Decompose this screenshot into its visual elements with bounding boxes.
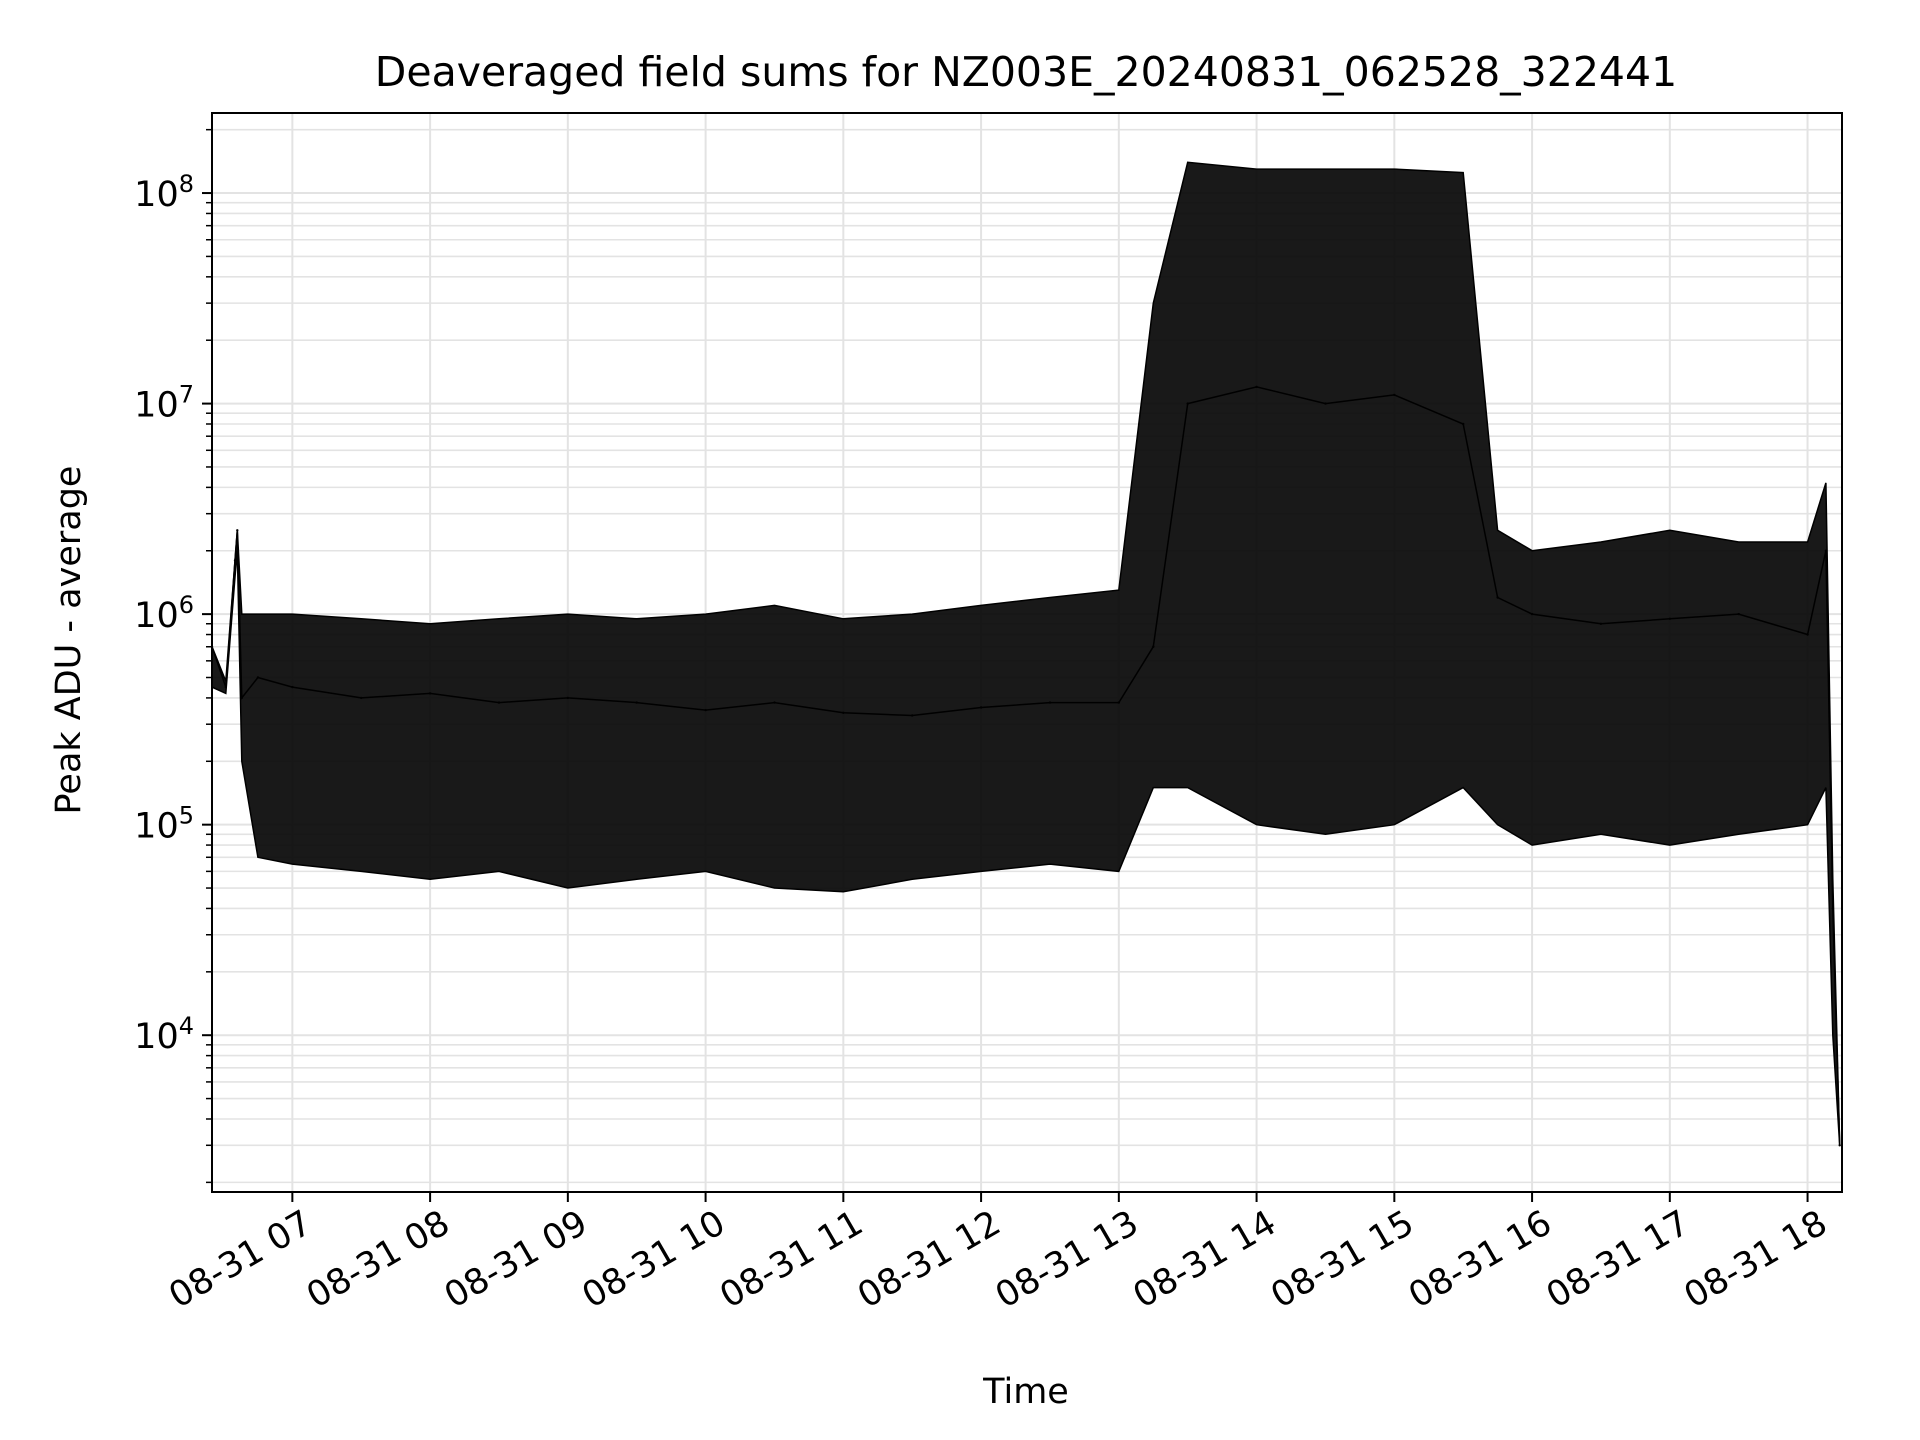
series-point: [1838, 1144, 1841, 1147]
series-point: [1530, 612, 1534, 616]
y-tick-label: 105: [134, 802, 194, 847]
series-envelope: [211, 161, 1841, 1146]
series-point: [224, 685, 227, 689]
x-tick-label: 08-31 14: [1127, 1203, 1283, 1316]
series-line: [211, 386, 1841, 1146]
series-point: [497, 701, 501, 704]
series-point: [233, 559, 237, 562]
series-point: [1737, 612, 1740, 616]
series-point: [1117, 701, 1121, 704]
x-tick-label: 08-31 11: [714, 1203, 870, 1316]
series-point: [635, 701, 638, 704]
y-tick-base: 10: [134, 1017, 179, 1057]
x-tick-label: 08-31 13: [989, 1203, 1145, 1316]
data-series-band: [211, 161, 1841, 1146]
series-point: [1393, 393, 1396, 397]
y-tick-exponent: 6: [179, 591, 194, 619]
series-point: [256, 676, 260, 679]
x-axis-label: Time: [982, 1372, 1069, 1412]
series-point: [1831, 907, 1835, 910]
series-point: [1806, 633, 1809, 636]
series-point: [1186, 402, 1189, 405]
series-point: [428, 692, 432, 695]
x-tick-label: 08-31 15: [1265, 1203, 1421, 1316]
series-point: [1599, 622, 1603, 625]
y-tick-exponent: 7: [179, 381, 194, 409]
series-point: [1152, 645, 1155, 648]
y-tick-exponent: 8: [179, 170, 194, 198]
x-tick-label: 08-31 16: [1402, 1203, 1558, 1316]
series-point: [1255, 385, 1258, 389]
series-point: [291, 685, 294, 689]
x-tick-label: 08-31 12: [851, 1203, 1007, 1316]
x-tick-label: 08-31 07: [163, 1203, 319, 1316]
y-tick-exponent: 4: [179, 1012, 194, 1040]
y-tick-label: 104: [134, 1012, 194, 1057]
series-point: [236, 529, 239, 532]
series-point: [360, 696, 363, 700]
y-axis-label: Peak ADU - average: [49, 466, 89, 815]
chart-title: Deaveraged field sums for NZ003E_2024083…: [375, 48, 1677, 96]
y-tick-base: 10: [134, 386, 179, 426]
x-tick-label: 08-31 10: [576, 1203, 732, 1316]
plot-area-frame: [211, 112, 1843, 1193]
y-tick-base: 10: [134, 807, 179, 847]
x-tick-label: 08-31 08: [300, 1203, 456, 1316]
x-tick-label: 08-31 17: [1540, 1203, 1696, 1316]
y-tick-base: 10: [134, 596, 179, 636]
series-point: [842, 711, 845, 714]
series-point: [1496, 596, 1499, 599]
series-point: [1824, 549, 1828, 552]
series-point: [1668, 617, 1672, 620]
series-point: [1324, 402, 1327, 405]
series-point: [704, 708, 707, 712]
series-point: [773, 701, 776, 704]
x-tick-label: 08-31 09: [438, 1203, 594, 1316]
series-point: [979, 706, 983, 709]
x-tick-label: 08-31 18: [1678, 1203, 1834, 1316]
series-point: [240, 696, 243, 700]
y-tick-label: 106: [134, 591, 194, 636]
series-point: [911, 714, 914, 717]
y-tick-exponent: 5: [179, 802, 194, 830]
y-tick-label: 107: [134, 381, 194, 426]
y-tick-base: 10: [134, 175, 179, 215]
series-point: [566, 696, 569, 700]
y-tick-label: 108: [134, 170, 194, 215]
series-point: [1048, 701, 1052, 704]
series-point: [1462, 422, 1465, 426]
